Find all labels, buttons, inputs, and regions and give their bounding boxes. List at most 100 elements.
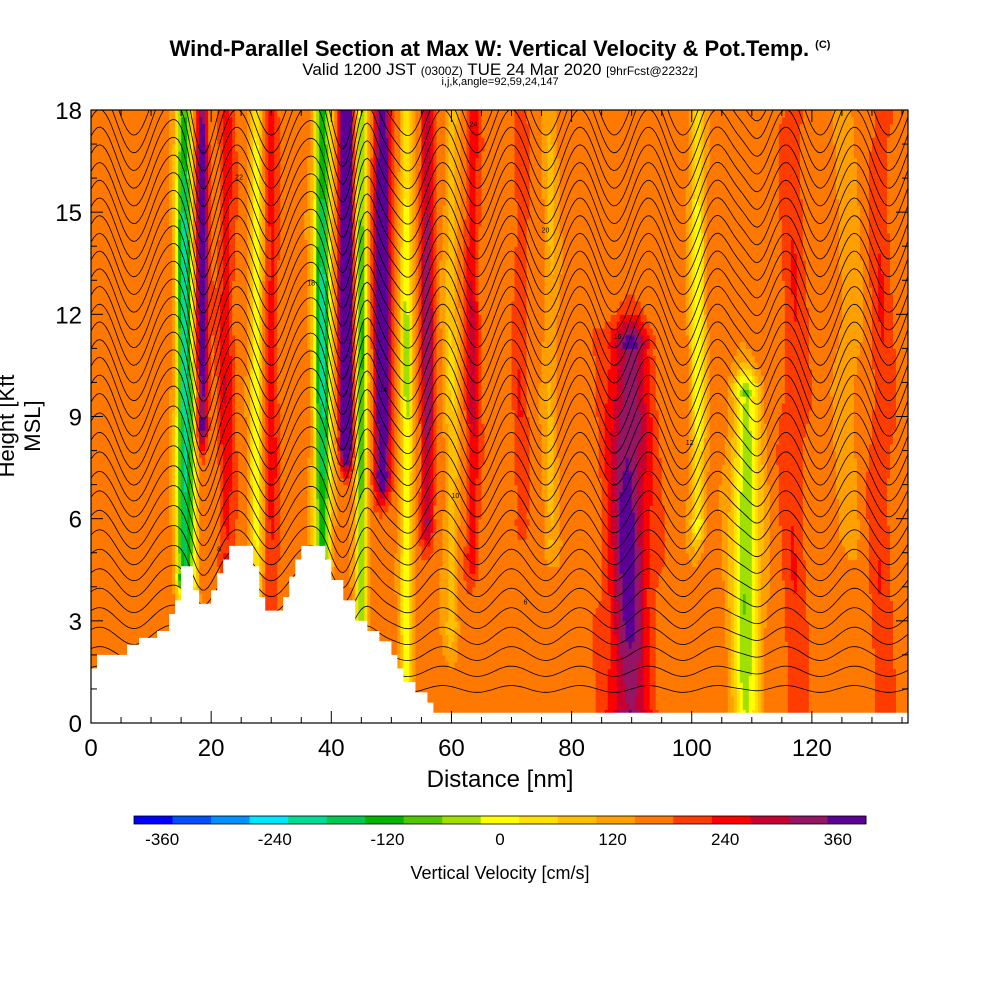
w-cell	[511, 620, 516, 629]
w-cell	[736, 648, 741, 656]
w-cell	[706, 620, 711, 629]
w-cell	[490, 675, 495, 683]
w-cell	[466, 668, 471, 676]
w-cell	[832, 600, 837, 608]
w-cell	[511, 634, 516, 642]
w-cell	[838, 627, 843, 636]
w-cell	[172, 607, 176, 615]
w-cell	[130, 620, 134, 629]
w-cell	[841, 668, 846, 676]
w-cell	[646, 634, 651, 642]
w-cell	[802, 654, 807, 663]
w-cell	[667, 688, 672, 697]
w-cell	[859, 607, 864, 615]
w-cell	[616, 600, 621, 608]
w-cell	[466, 702, 471, 710]
w-cell	[640, 627, 645, 636]
w-cell	[685, 654, 690, 663]
w-cell	[91, 614, 95, 622]
w-cell	[400, 634, 404, 642]
w-cell	[589, 682, 594, 690]
w-cell	[544, 702, 549, 710]
w-cell	[451, 648, 456, 656]
w-cell	[463, 634, 468, 642]
w-cell	[637, 702, 642, 710]
w-cell	[706, 695, 711, 704]
w-cell	[838, 654, 843, 663]
w-cell	[820, 627, 825, 636]
w-cell	[835, 682, 840, 690]
w-cell	[733, 627, 738, 636]
w-cell	[691, 702, 696, 710]
w-cell	[91, 661, 95, 670]
w-cell	[379, 607, 383, 615]
w-cell	[499, 614, 504, 622]
w-cell	[424, 682, 429, 690]
w-cell	[682, 682, 687, 690]
w-cell	[124, 648, 128, 656]
w-cell	[676, 682, 681, 690]
w-cell	[388, 634, 392, 642]
w-cell	[682, 648, 687, 656]
w-cell	[694, 668, 699, 676]
w-cell	[121, 593, 125, 601]
w-cell	[523, 654, 528, 663]
w-cell	[847, 654, 852, 663]
w-cell	[892, 600, 897, 608]
w-cell	[151, 627, 155, 636]
w-cell	[553, 702, 558, 710]
w-cell	[826, 661, 831, 670]
w-cell	[493, 675, 498, 683]
w-cell	[619, 648, 624, 656]
w-cell	[673, 688, 678, 697]
w-cell	[715, 600, 720, 608]
w-cell	[769, 682, 774, 690]
w-cell	[673, 648, 678, 656]
w-cell	[583, 627, 588, 636]
w-cell	[475, 620, 480, 629]
w-cell	[745, 688, 750, 697]
w-cell	[367, 620, 371, 629]
w-cell	[490, 682, 495, 690]
w-cell	[877, 614, 882, 622]
w-cell	[391, 600, 395, 608]
w-cell	[433, 620, 438, 629]
w-cell	[406, 668, 410, 676]
w-cell	[754, 654, 759, 663]
w-cell	[409, 627, 413, 636]
w-cell	[883, 641, 888, 649]
w-cell	[514, 675, 519, 683]
w-cell	[688, 695, 693, 704]
w-cell	[442, 600, 447, 608]
w-cell	[841, 661, 846, 670]
w-cell	[397, 607, 401, 615]
w-cell	[883, 688, 888, 697]
w-cell	[121, 634, 125, 642]
w-cell	[670, 702, 675, 710]
w-cell	[475, 661, 480, 670]
w-cell	[664, 682, 669, 690]
w-cell	[535, 702, 540, 710]
w-cell	[808, 648, 813, 656]
w-cell	[403, 620, 407, 629]
w-cell	[739, 688, 744, 697]
w-cell	[724, 627, 729, 636]
w-cell	[640, 654, 645, 663]
w-cell	[655, 648, 660, 656]
w-cell	[442, 620, 447, 629]
w-cell	[901, 675, 906, 683]
w-cell	[682, 654, 687, 663]
w-cell	[805, 668, 810, 676]
w-cell	[718, 648, 723, 656]
w-cell	[511, 648, 516, 656]
w-cell	[769, 620, 774, 629]
w-cell	[544, 654, 549, 663]
w-cell	[448, 600, 453, 608]
w-cell	[874, 688, 879, 697]
w-cell	[451, 620, 456, 629]
w-cell	[469, 702, 474, 710]
w-cell	[523, 668, 528, 676]
w-cell	[808, 641, 813, 649]
w-cell	[673, 702, 678, 710]
w-cell	[607, 641, 612, 649]
